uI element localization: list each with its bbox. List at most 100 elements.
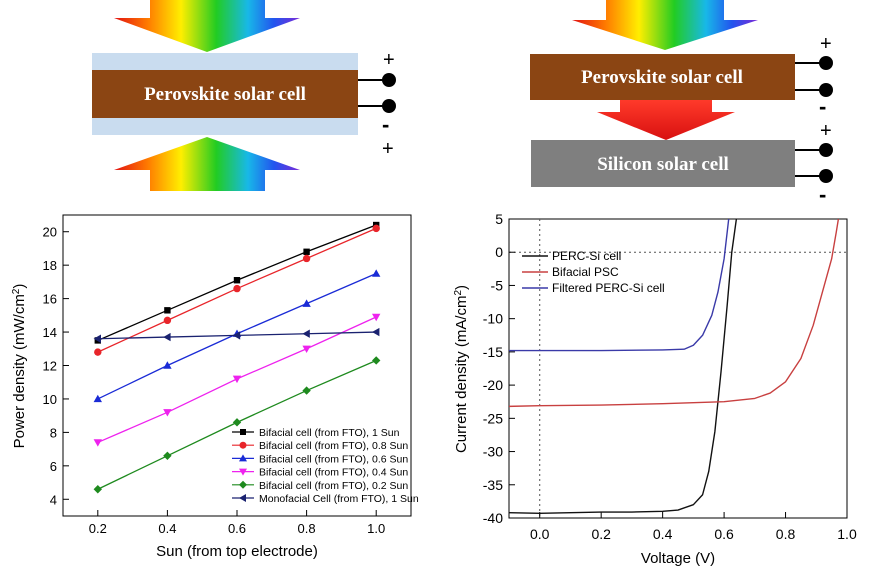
y-tick-label: 4 bbox=[50, 492, 57, 507]
legend: PERC-Si cell Bifacial PSC Filtered PERC-Si… bbox=[522, 249, 665, 295]
data-point bbox=[372, 356, 381, 365]
jv-curve-chart: 0.0 0.2 0.4 0.6 0.8 1.0 5 0 -5 -10 -15 -20 -25 -30 -3… bbox=[453, 211, 857, 567]
bottom-negative-terminal bbox=[819, 169, 833, 183]
legend-label: Monofacial Cell (from FTO), 1 Sun bbox=[259, 493, 419, 505]
y-tick-label: 10 bbox=[43, 392, 57, 407]
plus-sign-bottom: + bbox=[382, 138, 394, 160]
data-point bbox=[302, 386, 311, 395]
legend-marker bbox=[239, 441, 247, 449]
legend-label: Bifacial cell (from FTO), 0.6 Sun bbox=[259, 453, 408, 465]
filtered-light-arrow bbox=[597, 100, 735, 140]
data-point bbox=[302, 299, 311, 307]
legend-marker bbox=[239, 468, 247, 476]
y-tick-label: 5 bbox=[495, 211, 503, 227]
tandem-cell-diagram: Perovskite solar cell Silicon solar cell… bbox=[530, 0, 833, 207]
series-1 bbox=[94, 221, 380, 344]
legend-marker bbox=[240, 429, 246, 435]
legend-label: Filtered PERC-Si cell bbox=[552, 281, 665, 295]
minus-sign-1: - bbox=[819, 94, 826, 119]
x-ticks: 0.2 0.4 0.6 0.8 1.0 bbox=[89, 510, 385, 536]
x-tick-label: 0.8 bbox=[776, 526, 796, 542]
y-ticks: 4 6 8 10 12 14 16 18 20 bbox=[43, 225, 69, 507]
y-tick-label: -10 bbox=[483, 311, 503, 327]
top-positive-terminal bbox=[819, 56, 833, 70]
data-point bbox=[94, 348, 102, 356]
x-tick-label: 1.0 bbox=[367, 521, 385, 536]
data-point bbox=[372, 313, 381, 322]
perovskite-layer bbox=[92, 70, 358, 118]
legend-label: PERC-Si cell bbox=[552, 249, 621, 263]
perovskite-top-cell bbox=[530, 54, 795, 100]
y-axis-label: Current density (mA/cm2) bbox=[453, 285, 470, 453]
data-point bbox=[303, 248, 310, 255]
top-light-arrow bbox=[114, 0, 300, 52]
data-point bbox=[372, 327, 380, 337]
data-point bbox=[93, 334, 101, 343]
plus-sign-1: + bbox=[820, 33, 832, 55]
data-point bbox=[233, 284, 241, 293]
y-tick-label: -40 bbox=[483, 510, 503, 526]
minus-sign: - bbox=[382, 112, 389, 137]
y-tick-label: -25 bbox=[483, 410, 503, 426]
positive-terminal bbox=[382, 73, 396, 87]
incident-light-arrow bbox=[572, 0, 758, 50]
plus-sign: + bbox=[383, 49, 395, 71]
x-tick-label: 0.2 bbox=[591, 526, 611, 542]
bottom-light-arrow bbox=[114, 137, 300, 191]
y-tick-label: -5 bbox=[491, 277, 504, 293]
bifacial-cell-diagram: Perovskite solar cell + - + bbox=[92, 0, 396, 191]
legend: Bifacial cell (from FTO), 1 SunBifacial … bbox=[232, 427, 419, 505]
series-6 bbox=[93, 327, 380, 343]
plot-frame bbox=[508, 218, 848, 519]
perovskite-cell-label: Perovskite solar cell bbox=[144, 84, 306, 105]
jv-curve-2 bbox=[509, 219, 840, 408]
y-tick-label: 16 bbox=[43, 292, 57, 307]
y-tick-label: 14 bbox=[43, 325, 57, 340]
y-tick-label: 20 bbox=[43, 225, 57, 240]
perovskite-top-cell-label: Perovskite solar cell bbox=[581, 67, 743, 88]
x-tick-label: 1.0 bbox=[837, 526, 857, 542]
legend-marker bbox=[239, 454, 247, 462]
data-point bbox=[302, 254, 311, 263]
data-point bbox=[93, 485, 102, 494]
x-tick-label: 0.2 bbox=[89, 521, 107, 536]
data-point bbox=[372, 224, 380, 233]
top-negative-terminal bbox=[819, 83, 833, 97]
data-point bbox=[232, 331, 241, 340]
legend-label: Bifacial cell (from FTO), 1 Sun bbox=[259, 427, 400, 439]
x-tick-label: 0.0 bbox=[530, 526, 550, 542]
legend-item: Bifacial cell (from FTO), 0.8 Sun bbox=[232, 440, 408, 452]
silicon-bottom-cell bbox=[531, 140, 795, 187]
y-tick-label: -15 bbox=[483, 344, 503, 360]
y-tick-label: -20 bbox=[483, 377, 503, 393]
x-tick-label: 0.4 bbox=[653, 526, 673, 542]
y-tick-label: 12 bbox=[43, 359, 57, 374]
data-point bbox=[163, 332, 171, 342]
series-2 bbox=[94, 224, 380, 356]
y-axis-label: Power density (mW/cm2) bbox=[11, 284, 28, 449]
legend-item: Bifacial cell (from FTO), 0.4 Sun bbox=[232, 467, 408, 479]
y-ticks: 5 0 -5 -10 -15 -20 -25 -30 -35 -40 bbox=[483, 211, 515, 526]
data-point bbox=[93, 439, 102, 447]
data-point bbox=[163, 409, 172, 417]
legend-item: Bifacial cell (from FTO), 1 Sun bbox=[232, 427, 400, 439]
series-lines bbox=[93, 221, 381, 494]
legend-item: PERC-Si cell bbox=[522, 249, 621, 263]
x-tick-label: 0.6 bbox=[714, 526, 734, 542]
reference-lines bbox=[509, 219, 847, 518]
legend-item: Filtered PERC-Si cell bbox=[522, 281, 665, 295]
y-tick-label: -30 bbox=[483, 444, 503, 460]
data-point bbox=[302, 329, 310, 338]
data-point bbox=[163, 316, 172, 325]
y-tick-label: 18 bbox=[43, 258, 57, 273]
x-ticks: 0.0 0.2 0.4 0.6 0.8 1.0 bbox=[530, 512, 857, 542]
data-point bbox=[164, 307, 171, 314]
legend-marker bbox=[239, 480, 247, 489]
data-point bbox=[302, 345, 311, 353]
legend-item: Monofacial Cell (from FTO), 1 Sun bbox=[232, 493, 419, 505]
negative-terminal bbox=[382, 99, 396, 113]
y-tick-label: 8 bbox=[50, 425, 57, 440]
series-4 bbox=[93, 313, 381, 447]
data-point bbox=[372, 269, 381, 277]
